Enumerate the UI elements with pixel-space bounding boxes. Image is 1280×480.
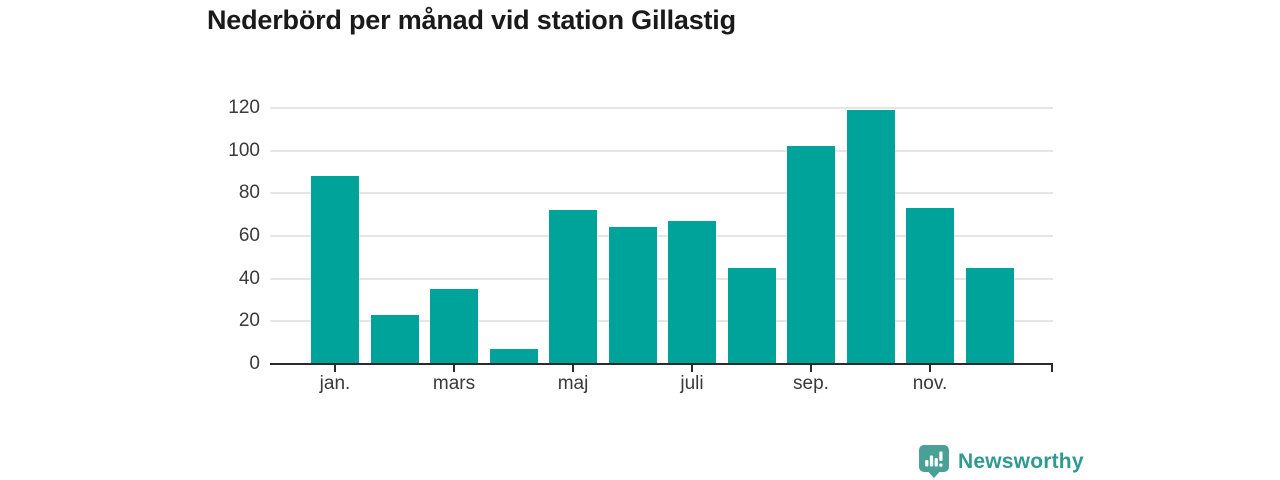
- x-axis-tick-label: nov.: [912, 373, 948, 394]
- x-axis-end-tick: [1051, 365, 1053, 372]
- bar-feb: [370, 314, 419, 364]
- logo-badge-shape: [919, 445, 949, 478]
- y-axis-tick-label: 100: [228, 139, 260, 161]
- bar-apr: [489, 349, 538, 364]
- y-axis-tick-label: 20: [238, 310, 260, 332]
- y-axis-tick-label: 120: [228, 97, 260, 118]
- logo-bars-glyph: [925, 451, 943, 467]
- x-axis-tick: [810, 365, 812, 372]
- y-axis-tick-label: 40: [238, 267, 260, 289]
- x-axis-line: [270, 363, 1053, 365]
- bar-juni: [608, 227, 657, 364]
- x-axis-tick: [691, 365, 693, 372]
- x-axis-tick: [334, 365, 336, 372]
- bar-aug: [727, 268, 776, 364]
- x-axis-tick-label: mars: [432, 373, 476, 394]
- bar-okt: [846, 110, 895, 364]
- x-axis-tick-label: juli: [680, 373, 704, 394]
- gridline-y-100: [270, 149, 1053, 152]
- bar-mars: [430, 289, 478, 364]
- bar-maj: [549, 210, 597, 364]
- x-axis-tick-label: jan.: [319, 373, 351, 394]
- gridline-y-40: [270, 277, 1053, 280]
- y-axis-tick-label: 80: [238, 182, 260, 204]
- bar-jan: [311, 176, 359, 364]
- y-axis-tick-label: 60: [238, 225, 260, 246]
- newsworthy-logo-icon: [919, 445, 949, 478]
- gridline-y-80: [270, 192, 1053, 195]
- chart-title: Nederbörd per månad vid station Gillasti…: [207, 5, 736, 35]
- newsworthy-logo: Newsworthy: [919, 445, 1084, 478]
- x-axis-tick: [572, 365, 574, 372]
- bar-juli: [668, 221, 716, 364]
- gridline-y-120: [270, 107, 1053, 109]
- bar-nov: [906, 208, 954, 364]
- x-axis-tick: [929, 365, 931, 372]
- gridline-y-60: [270, 235, 1053, 237]
- newsworthy-logo-text: Newsworthy: [958, 449, 1084, 473]
- x-axis-tick-label: maj: [557, 373, 589, 394]
- x-axis-tick: [453, 365, 455, 372]
- gridline-y-20: [270, 320, 1053, 323]
- bar-dec: [965, 268, 1014, 364]
- y-axis-tick-label: 0: [249, 353, 260, 374]
- bar-sep: [787, 146, 835, 364]
- x-axis-tick-label: sep.: [793, 373, 829, 394]
